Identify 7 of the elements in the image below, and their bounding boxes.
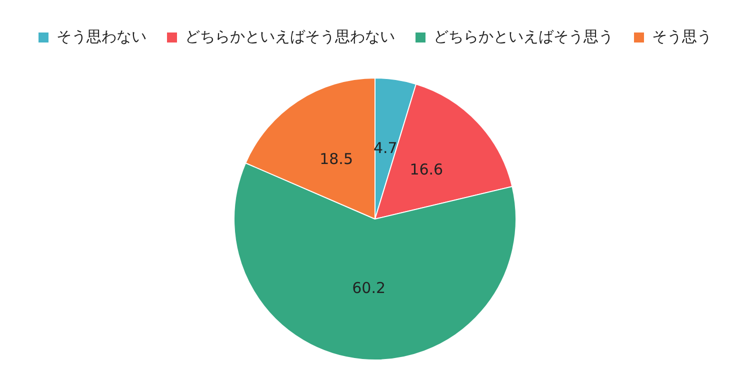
legend-label: どちらかといえばそう思う <box>434 27 614 46</box>
legend-label: そう思う <box>652 27 712 46</box>
data-label: 16.6 <box>410 160 444 179</box>
data-label: 60.2 <box>352 279 386 298</box>
legend-label: どちらかといえばそう思わない <box>185 27 395 46</box>
legend-label: そう思わない <box>56 27 146 46</box>
data-label: 18.5 <box>320 150 353 168</box>
